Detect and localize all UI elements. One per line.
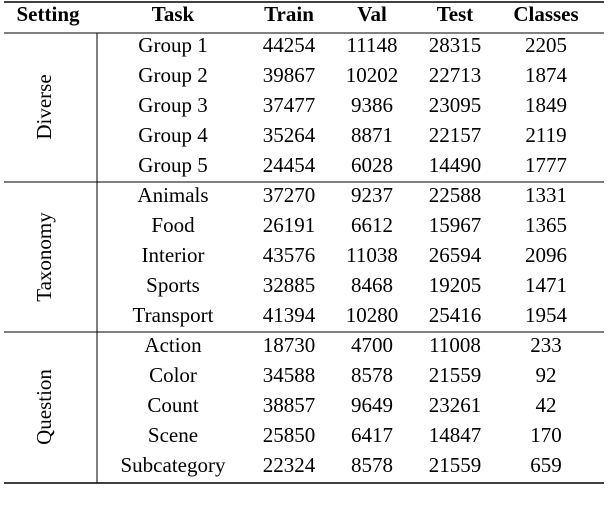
task-cell: Sports <box>146 273 200 297</box>
task-cell: Group 5 <box>138 153 207 177</box>
column-header: Setting <box>17 2 81 26</box>
number-cell: 28315 <box>429 33 482 57</box>
number-cell: 22713 <box>429 63 482 87</box>
number-cell: 42 <box>536 393 557 417</box>
number-cell: 170 <box>530 423 562 447</box>
setting-label: Taxonomy <box>32 212 56 302</box>
number-cell: 8578 <box>351 453 393 477</box>
task-cell: Group 4 <box>138 123 208 147</box>
number-cell: 37270 <box>263 183 316 207</box>
number-cell: 1365 <box>525 213 567 237</box>
number-cell: 15967 <box>429 213 482 237</box>
setting-label: Diverse <box>32 74 56 139</box>
number-cell: 659 <box>530 453 562 477</box>
number-cell: 1471 <box>525 273 567 297</box>
number-cell: 1849 <box>525 93 567 117</box>
column-header: Val <box>357 2 387 26</box>
number-cell: 39867 <box>263 63 316 87</box>
column-header: Train <box>264 2 314 26</box>
number-cell: 2096 <box>525 243 567 267</box>
number-cell: 23095 <box>429 93 482 117</box>
task-cell: Interior <box>142 243 205 267</box>
number-cell: 14490 <box>429 153 482 177</box>
number-cell: 8871 <box>351 123 393 147</box>
task-cell: Group 1 <box>138 33 207 57</box>
number-cell: 1777 <box>525 153 567 177</box>
number-cell: 21559 <box>429 453 482 477</box>
number-cell: 1874 <box>525 63 568 87</box>
number-cell: 21559 <box>429 363 482 387</box>
number-cell: 1331 <box>525 183 567 207</box>
task-cell: Transport <box>133 303 214 327</box>
task-cell: Scene <box>148 423 198 447</box>
number-cell: 44254 <box>263 33 316 57</box>
number-cell: 6612 <box>351 213 393 237</box>
task-cell: Animals <box>137 183 208 207</box>
task-cell: Group 3 <box>138 93 207 117</box>
number-cell: 25416 <box>429 303 482 327</box>
number-cell: 4700 <box>351 333 393 357</box>
number-cell: 19205 <box>429 273 482 297</box>
number-cell: 8468 <box>351 273 393 297</box>
number-cell: 22588 <box>429 183 482 207</box>
number-cell: 11038 <box>346 243 398 267</box>
column-header: Classes <box>513 2 578 26</box>
setting-label: Question <box>32 369 56 445</box>
number-cell: 37477 <box>263 93 316 117</box>
number-cell: 10280 <box>346 303 399 327</box>
number-cell: 2119 <box>525 123 566 147</box>
number-cell: 43576 <box>263 243 316 267</box>
number-cell: 2205 <box>525 33 567 57</box>
number-cell: 35264 <box>263 123 316 147</box>
number-cell: 6417 <box>351 423 393 447</box>
number-cell: 92 <box>536 363 557 387</box>
task-cell: Action <box>144 333 202 357</box>
column-header: Test <box>437 2 474 26</box>
number-cell: 9237 <box>351 183 393 207</box>
number-cell: 41394 <box>263 303 316 327</box>
task-cell: Group 2 <box>138 63 207 87</box>
number-cell: 22157 <box>429 123 482 147</box>
column-header: Task <box>152 2 195 26</box>
task-cell: Food <box>151 213 195 237</box>
number-cell: 25850 <box>263 423 316 447</box>
task-cell: Color <box>149 363 197 387</box>
number-cell: 23261 <box>429 393 482 417</box>
number-cell: 26191 <box>263 213 316 237</box>
number-cell: 24454 <box>263 153 316 177</box>
number-cell: 34588 <box>263 363 316 387</box>
number-cell: 14847 <box>429 423 482 447</box>
number-cell: 26594 <box>429 243 482 267</box>
number-cell: 11148 <box>347 33 398 57</box>
number-cell: 9386 <box>351 93 393 117</box>
number-cell: 11008 <box>429 333 481 357</box>
task-cell: Count <box>147 393 199 417</box>
number-cell: 1954 <box>525 303 568 327</box>
number-cell: 22324 <box>263 453 316 477</box>
number-cell: 6028 <box>351 153 393 177</box>
task-cell: Subcategory <box>121 453 226 477</box>
number-cell: 32885 <box>263 273 316 297</box>
number-cell: 233 <box>530 333 562 357</box>
number-cell: 18730 <box>263 333 316 357</box>
number-cell: 38857 <box>263 393 316 417</box>
number-cell: 8578 <box>351 363 393 387</box>
number-cell: 9649 <box>351 393 393 417</box>
number-cell: 10202 <box>346 63 399 87</box>
